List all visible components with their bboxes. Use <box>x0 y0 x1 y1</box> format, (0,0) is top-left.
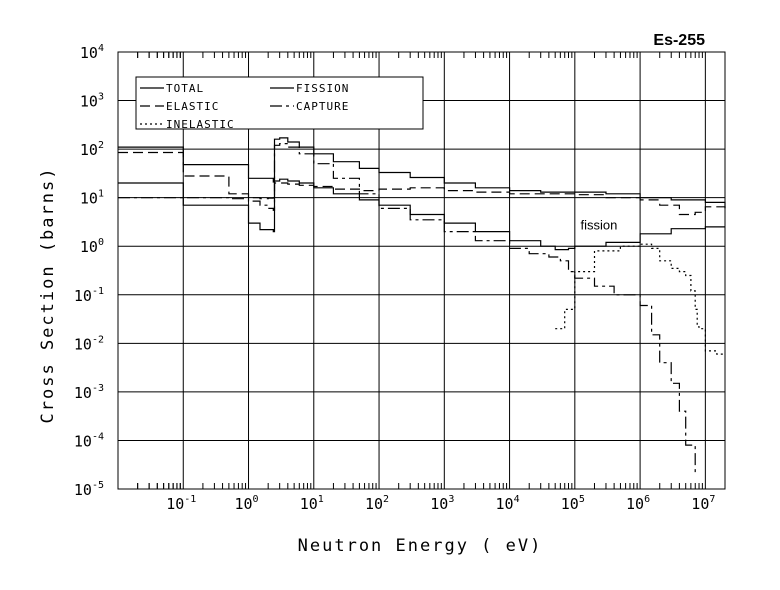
y-tick-label-4: 10-1 <box>74 286 104 305</box>
x-tick-label-5: 104 <box>496 494 520 513</box>
x-tick-labels: 10-1 100 101 102 103 104 105 106 107 <box>166 494 715 513</box>
legend-label-total: TOTAL <box>166 82 204 95</box>
series-fission <box>118 178 725 251</box>
series-capture <box>118 143 696 475</box>
y-axis-title: Cross Section (barns) <box>38 167 58 424</box>
series-elastic <box>118 151 726 216</box>
y-tick-label-6: 101 <box>80 189 104 208</box>
x-tick-label-2: 101 <box>300 494 324 513</box>
y-tick-label-3: 10-2 <box>74 334 104 353</box>
y-tick-label-1: 10-4 <box>74 431 104 450</box>
plot-frame <box>117 51 726 490</box>
legend-label-inelastic: INELASTIC <box>166 118 235 131</box>
x-axis-title: Neutron Energy ( eV) <box>298 536 543 556</box>
x-tick-label-3: 102 <box>365 494 389 513</box>
legend-label-fission: FISSION <box>296 82 349 95</box>
x-tick-label-4: 103 <box>430 494 454 513</box>
series-layer <box>118 137 726 475</box>
y-tick-label-8: 103 <box>80 92 104 111</box>
x-tick-label-8: 107 <box>691 494 715 513</box>
chart-title: Es-255 <box>653 32 705 49</box>
y-tick-labels: 10-5 10-4 10-3 10-2 10-1 100 101 102 103 104 <box>74 43 104 499</box>
y-tick-label-5: 100 <box>80 237 104 256</box>
legend-label-capture: CAPTURE <box>296 100 349 113</box>
y-tick-label-9: 104 <box>80 43 104 62</box>
x-tick-label-0: 10-1 <box>166 494 196 513</box>
annotations: fission <box>580 218 617 233</box>
annotation-0: fission <box>580 218 617 233</box>
series-inelastic <box>555 243 725 355</box>
x-tick-label-6: 105 <box>561 494 585 513</box>
x-tick-label-1: 100 <box>234 494 258 513</box>
legend: TOTAL ELASTIC INELASTIC FISSION CAPTURE <box>135 76 424 131</box>
legend-label-elastic: ELASTIC <box>166 100 219 113</box>
y-tick-label-7: 102 <box>80 140 104 159</box>
x-tick-label-7: 106 <box>626 494 650 513</box>
legend-box <box>135 76 424 130</box>
y-tick-label-2: 10-3 <box>74 383 104 402</box>
y-tick-label-0: 10-5 <box>74 480 104 499</box>
